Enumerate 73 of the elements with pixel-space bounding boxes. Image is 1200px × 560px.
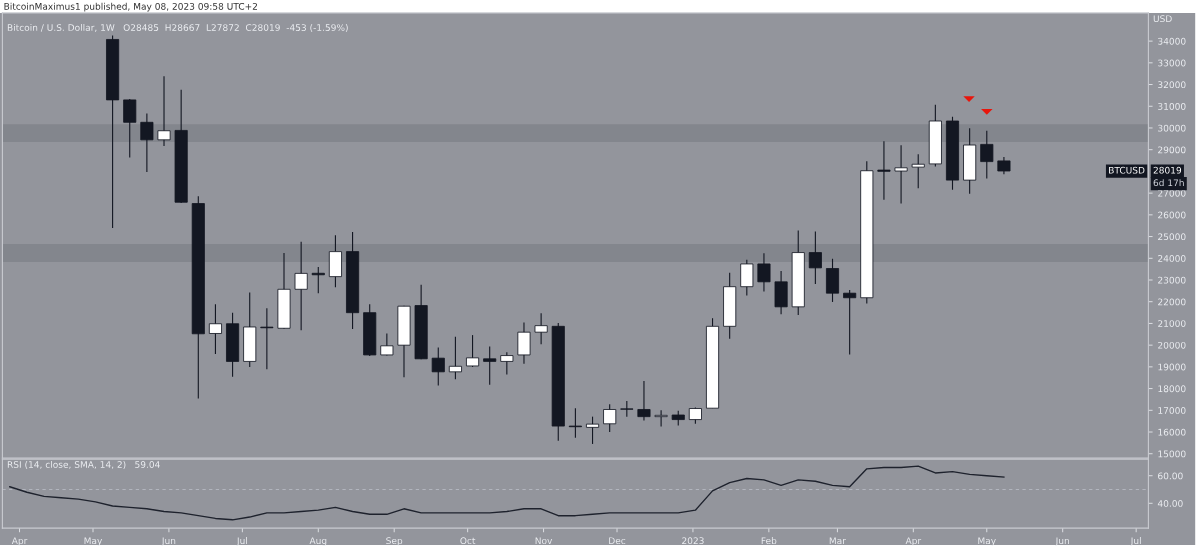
text: 28019 <box>1153 166 1182 174</box>
candlestick <box>843 289 857 356</box>
y-axis-title: USD <box>1153 15 1172 23</box>
candlestick <box>517 321 531 365</box>
y-tick-label: 33000 <box>1158 59 1186 67</box>
x-tick-label: Apr <box>905 537 922 546</box>
y-tick-label: 26000 <box>1158 211 1186 219</box>
candlestick <box>894 144 908 205</box>
x-tick-label: Oct <box>460 537 476 545</box>
x-tick-label: Apr <box>11 537 28 546</box>
candlestick <box>208 303 222 355</box>
candlestick <box>157 75 171 147</box>
text: Bitcoin / U.S. Dollar, 1W <box>7 24 115 32</box>
x-tick-label: Aug <box>309 537 327 546</box>
x-tick-label: Jul <box>236 537 247 546</box>
y-tick-label: 18000 <box>1158 385 1186 393</box>
candlestick <box>140 112 154 173</box>
candlestick <box>123 98 137 158</box>
candlestick <box>534 312 548 345</box>
y-tick-label: 60.00 <box>1158 472 1183 480</box>
y-tick-label: 16000 <box>1158 428 1186 436</box>
y-tick-label: 24000 <box>1158 255 1186 262</box>
candlestick <box>500 351 514 375</box>
candlestick <box>911 153 925 189</box>
x-tick-label: 2023 <box>682 537 704 545</box>
candlestick <box>294 241 308 331</box>
text: BitcoinMaximus1 published, May 08, 2023 09:58 UTC+2 <box>4 2 257 12</box>
y-tick-label: 17000 <box>1158 407 1186 414</box>
x-tick-label: Mar <box>829 537 846 545</box>
x-tick-label: Sep <box>386 537 403 546</box>
text: O28485 H28667 L27872 C28019 -453 (-1.59%) <box>123 24 348 33</box>
candlestick <box>757 252 771 293</box>
chart-subtitle: 59.04 <box>135 461 160 468</box>
y-tick-label: 25000 <box>1158 233 1186 241</box>
candlestick <box>654 409 668 427</box>
candlestick <box>980 130 994 180</box>
candlestick <box>260 307 274 370</box>
y-tick-label: 27000 <box>1158 189 1186 197</box>
y-tick-label: 22000 <box>1158 298 1186 306</box>
y-tick-label: 20000 <box>1158 341 1186 349</box>
candlestick <box>740 259 754 297</box>
candlestick <box>466 334 480 368</box>
candlestick <box>448 336 462 380</box>
x-tick-label: Dec <box>609 537 626 545</box>
y-tick-label: 32000 <box>1158 81 1186 89</box>
x-tick-label: Jul <box>1130 537 1141 546</box>
candlestick <box>603 403 617 433</box>
y-tick-label: 19000 <box>1158 363 1186 371</box>
y-tick-label: 29000 <box>1158 146 1186 154</box>
x-tick-label: Feb <box>761 537 777 545</box>
candlestick <box>637 380 651 422</box>
y-tick-label: 30000 <box>1158 124 1186 132</box>
candlestick <box>431 346 445 387</box>
x-tick-label: Jun <box>161 537 176 546</box>
y-tick-label: 21000 <box>1158 320 1186 327</box>
y-tick-label: 31000 <box>1158 102 1186 110</box>
candlestick <box>808 230 822 285</box>
x-tick-label: Nov <box>535 537 553 545</box>
chart-title: RSI (14, close, SMA, 14, 2) <box>7 460 126 469</box>
candlestick <box>483 345 497 386</box>
candlestick <box>568 407 582 439</box>
annotation: BTCUSD <box>1109 166 1145 174</box>
text: 6d 17h <box>1153 179 1184 187</box>
y-tick-label: 23000 <box>1158 276 1186 284</box>
y-tick-label: 40.00 <box>1157 500 1183 507</box>
candlestick <box>586 416 600 445</box>
candlestick <box>877 140 891 201</box>
y-tick-label: 34000 <box>1158 37 1186 45</box>
x-tick-label: Jun <box>1055 537 1069 546</box>
candlestick <box>380 332 394 357</box>
x-tick-label: May <box>978 537 996 546</box>
x-tick-label: May <box>84 537 103 546</box>
y-tick-label: 15000 <box>1158 450 1186 458</box>
